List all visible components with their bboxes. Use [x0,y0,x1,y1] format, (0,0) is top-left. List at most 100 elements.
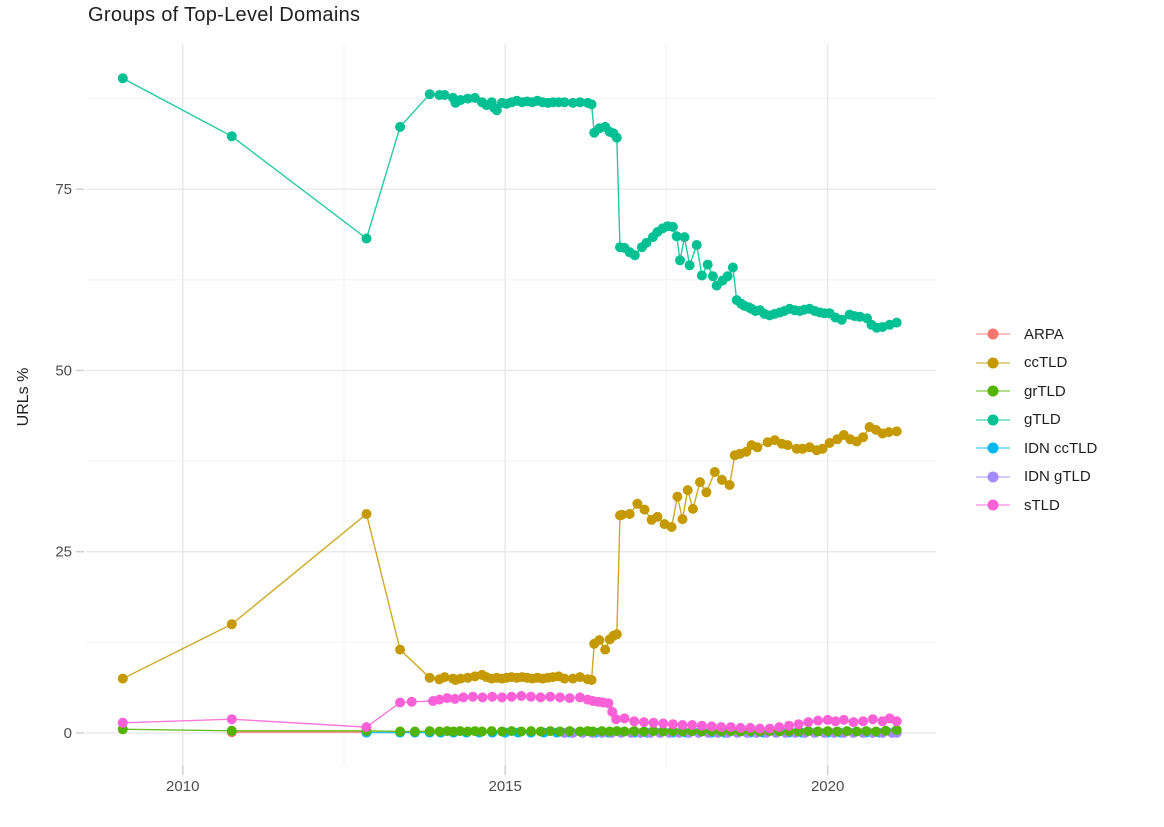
legend-key-icon [976,357,1010,369]
legend-key-dot [987,499,999,511]
y-tick-label: 50 [55,362,72,379]
data-point [696,720,707,731]
data-point [586,99,597,110]
y-tick-label: 25 [55,544,72,561]
axes: 0 25 50 75 2010 2015 2020 [55,181,844,795]
data-point [226,714,237,725]
data-point [891,725,902,735]
data-point [648,717,659,728]
data-point [639,504,650,515]
data-point [487,691,498,702]
data-point [226,619,237,630]
data-point [516,726,527,737]
data-point [535,726,546,737]
data-point [687,503,698,514]
data-point [675,255,685,266]
data-point [586,675,597,685]
data-point [477,692,488,703]
legend-key-icon [976,385,1010,397]
x-tick-label: 2015 [489,778,522,795]
series-grtld [117,724,902,737]
legend-key-icon [976,471,1010,483]
data-point [672,491,683,502]
data-point [658,726,669,737]
data-point [830,716,841,727]
data-point [793,726,804,737]
data-point [439,672,450,683]
data-point [648,726,659,737]
data-point [611,726,622,737]
data-point [813,715,823,726]
data-point [395,644,406,655]
series-line [122,77,897,329]
legend-key-dot [987,357,999,369]
data-point [684,260,695,271]
data-point [832,726,843,737]
data-point [858,432,869,443]
data-point [458,692,469,703]
series-arpa [226,727,372,738]
data-point [611,714,622,725]
data-point [691,240,702,250]
data-point [735,722,746,733]
data-point [658,718,669,729]
data-point [891,716,902,727]
legend-item-idn-gtld: IDN gTLD [975,463,1097,492]
data-point [467,691,478,702]
legend-item-cctld: ccTLD [975,349,1097,378]
legend-item-gtld: gTLD [975,406,1097,435]
data-point [803,726,814,737]
data-point [706,721,717,732]
data-point [611,132,622,143]
data-point [891,426,902,437]
gridlines-minor [86,44,936,766]
data-point [409,726,420,737]
data-point [677,720,688,730]
legend-key-dot [987,414,999,426]
data-point [611,629,622,640]
data-point [545,726,556,737]
data-point [629,250,640,261]
series-stld [117,691,902,734]
data-point [462,726,473,737]
data-point [361,233,372,244]
data-point [696,270,707,281]
legend-item-grtld: grTLD [975,377,1097,406]
legend-key-dot [987,442,999,454]
x-tick-label: 2010 [166,778,199,795]
data-point [629,716,640,727]
data-point [793,719,804,730]
data-point [555,726,565,737]
data-point [652,511,663,522]
data-point [702,259,713,270]
data-point [638,717,649,728]
data-point [564,726,575,737]
data-point [600,644,611,655]
data-point [455,726,466,737]
data-point [497,692,507,703]
data-point [559,673,570,684]
gridlines-major [86,44,936,766]
data-point [449,693,460,704]
data-point [497,726,507,737]
data-point [619,713,630,724]
legend-key-dot [987,328,999,340]
data-point [891,317,902,328]
legend-label: IDN gTLD [1024,468,1091,486]
legend-key-dot [987,471,999,483]
data-point [491,105,502,116]
data-point [880,725,891,736]
data-point [871,726,881,737]
data-point [716,722,727,733]
data-point [679,232,690,243]
data-point [745,722,756,733]
legend-key-dot [987,385,999,397]
data-point [667,719,678,730]
series-gtld [117,73,902,333]
data-point [434,726,445,737]
data-point [361,509,372,519]
legend-label: gTLD [1024,411,1061,429]
data-point [725,722,736,733]
data-point [824,438,835,448]
data-point [822,714,833,725]
